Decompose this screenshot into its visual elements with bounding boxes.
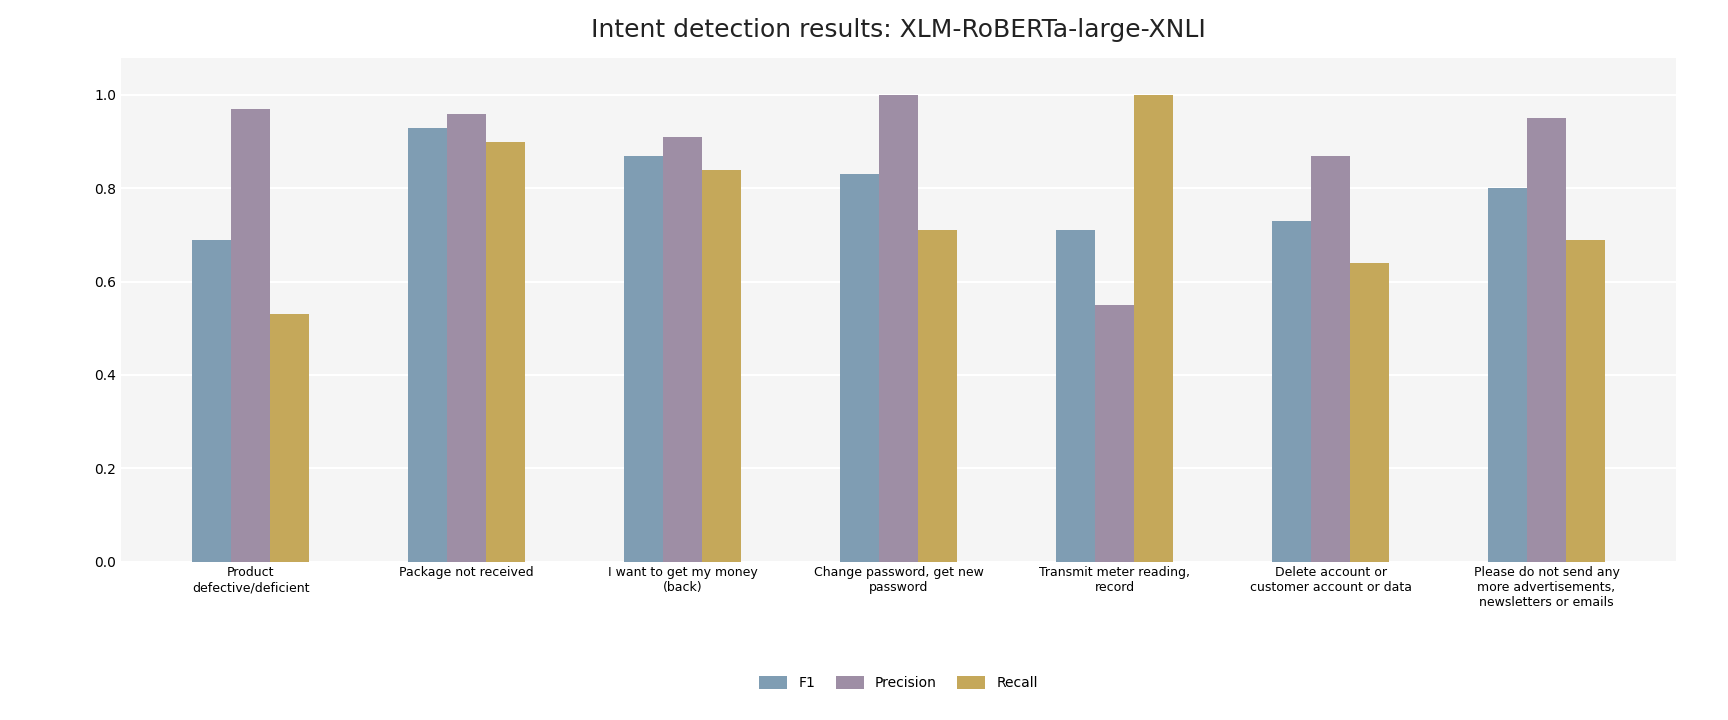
Bar [1312,156,1350,562]
Bar [448,114,486,562]
Bar [1528,118,1566,562]
Bar [408,127,448,562]
Bar [270,314,309,562]
Bar [664,137,702,562]
Bar [880,95,918,562]
Bar [486,142,525,562]
Bar [1488,188,1528,562]
Legend: F1, Precision, Recall: F1, Precision, Recall [753,670,1044,696]
Bar [1566,240,1605,562]
Bar [1272,221,1312,562]
Bar [1350,263,1389,562]
Bar [918,230,957,562]
Bar [192,240,232,562]
Bar [1056,230,1096,562]
Bar [1096,305,1134,562]
Bar [840,174,880,562]
Title: Intent detection results: XLM-RoBERTa-large-XNLI: Intent detection results: XLM-RoBERTa-la… [591,18,1206,42]
Bar [232,109,270,562]
Bar [702,170,741,562]
Bar [624,156,664,562]
Bar [1134,95,1173,562]
